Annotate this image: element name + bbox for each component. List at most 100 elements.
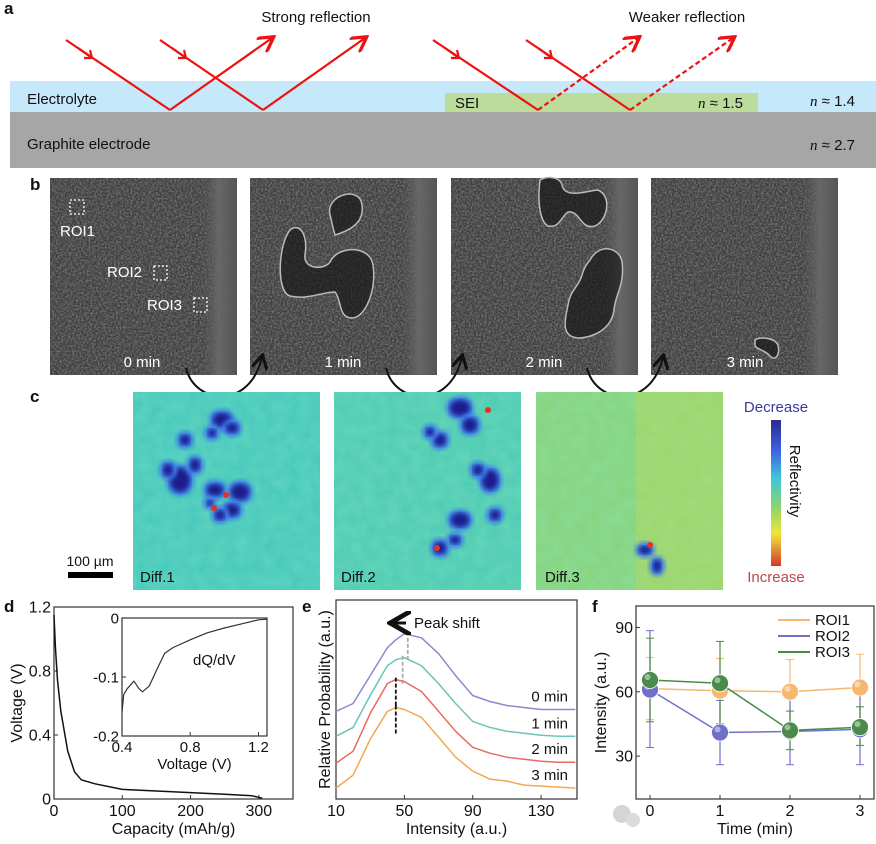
wechat-logo-icon	[626, 813, 640, 827]
diff3-label: Diff.3	[545, 569, 580, 586]
chart-e-intensity-distribution: 10 50 90 130 Intensity (a.u.) Relative Probab…	[317, 599, 578, 838]
reflectivity-decrease-spot	[180, 435, 190, 445]
reflectivity-decrease-spot	[215, 510, 225, 520]
reflectivity-decrease-spot	[231, 484, 249, 500]
reflectivity-decrease-spot	[207, 500, 213, 506]
x-tick-label: 100	[109, 803, 136, 820]
n-graphite-label: n ≈ 2.7	[810, 137, 855, 154]
x-tick-label: 0.4	[112, 739, 133, 756]
reflectivity-increase-spot	[223, 492, 229, 498]
x-tick-label: 50	[395, 803, 413, 820]
weak-reflected-ray	[537, 38, 638, 111]
data-point-highlight	[854, 721, 861, 728]
roi2-label: ROI2	[107, 264, 142, 281]
reflectivity-decrease-spot	[482, 470, 498, 490]
sei-label: SEI	[455, 95, 479, 112]
data-point-ROI1	[781, 682, 799, 701]
data-point-highlight	[784, 724, 791, 731]
reflectivity-increase-spot	[434, 545, 440, 551]
panel-label-e: e	[302, 597, 311, 616]
graphite-label: Graphite electrode	[27, 136, 150, 153]
weak-reflection-label: Weaker reflection	[629, 9, 745, 26]
panel-b-images	[50, 178, 838, 375]
reflectivity-decrease-spot	[639, 546, 651, 554]
data-point-highlight	[714, 677, 721, 684]
reflectivity-decrease-spot	[450, 400, 470, 416]
y-tick-label: 30	[615, 749, 633, 766]
legend-label-ROI1: ROI1	[815, 612, 850, 629]
time-label-1: 1 min	[325, 354, 362, 371]
y-tick-label: 90	[615, 620, 633, 637]
y-axis-label: Intensity (a.u.)	[593, 652, 610, 753]
data-point-ROI3	[711, 674, 729, 693]
data-point-ROI1	[851, 678, 869, 697]
diff1-label: Diff.1	[140, 569, 175, 586]
peak-shift-annotation: Peak shift	[414, 615, 481, 632]
dqdv-annotation: dQ/dV	[193, 652, 236, 669]
time-label-0: 0 min	[124, 354, 161, 371]
x-tick-label: 90	[464, 803, 482, 820]
reflectivity-decrease-spot	[653, 560, 661, 572]
wechat-logo-icon	[613, 805, 631, 823]
plot-frame	[335, 599, 578, 800]
x-tick-label: 130	[528, 803, 555, 820]
time-label-3: 3 min	[727, 354, 764, 371]
legend-label-ROI3: ROI3	[815, 644, 850, 661]
n-sei-label: n ≈ 1.5	[698, 95, 743, 112]
panel-label-d: d	[4, 597, 14, 616]
roi2-box	[153, 265, 168, 281]
voltage-curve	[53, 614, 263, 799]
plot-frame	[121, 617, 268, 737]
weak-reflected-ray	[629, 38, 733, 111]
direction-arrow-icon	[444, 47, 461, 60]
curve-label: 2 min	[531, 741, 568, 758]
roi1-label: ROI1	[60, 223, 95, 240]
y-tick-label: 0.4	[29, 728, 51, 745]
legend-label-ROI2: ROI2	[815, 628, 850, 645]
data-point-ROI3	[851, 718, 869, 737]
x-tick-label: 1	[716, 803, 725, 820]
x-tick-label: 0.8	[180, 739, 201, 756]
graphite-layer	[10, 112, 876, 168]
electrode-edge	[801, 178, 838, 375]
x-axis-label: Capacity (mAh/g)	[112, 821, 236, 838]
panel-label-c: c	[30, 387, 39, 406]
distribution-curve-3-min	[335, 706, 576, 789]
chart-d-inset-dqdv: 0.4 0.8 1.2 -0.2 -0.1 0 Voltage (V) dQ/dV	[93, 610, 269, 773]
reflectivity-decrease-spot	[434, 434, 446, 446]
sei-region-outline	[279, 226, 375, 319]
reflectivity-decrease-spot	[207, 484, 223, 496]
reflectivity-decrease-spot	[226, 423, 238, 433]
direction-arrow-icon	[537, 47, 554, 60]
colorbar-top-label: Decrease	[744, 399, 808, 416]
reflectivity-decrease-spot	[163, 464, 173, 476]
y-tick-label: 1.2	[29, 600, 51, 617]
roi1-box	[69, 199, 85, 215]
x-tick-label: 10	[327, 803, 345, 820]
curve-label: 3 min	[531, 767, 568, 784]
sei-region-outline	[564, 248, 624, 339]
reflectivity-decrease-spot	[450, 536, 460, 544]
dqdv-curve	[121, 618, 268, 713]
colorbar-bottom-label: Increase	[747, 569, 805, 586]
data-point-ROI3	[641, 671, 659, 689]
chart-f-roi-intensity: 0 1 2 3 30 60 90 Time (min) Intensity (a.u.) ROI1…	[593, 605, 875, 838]
data-point-highlight	[714, 726, 721, 733]
reflectivity-increase-spot	[485, 407, 491, 413]
distribution-curve-1-min	[335, 656, 576, 738]
direction-arrow-icon	[77, 47, 94, 60]
x-tick-label: 3	[856, 803, 865, 820]
data-point-highlight	[854, 681, 861, 688]
diff-map-texture	[536, 392, 723, 590]
reflectivity-decrease-spot	[451, 513, 469, 527]
x-axis-label: Time (min)	[717, 821, 793, 838]
sei-region-outline	[754, 337, 780, 359]
sei-layer	[445, 93, 758, 112]
panel-label-b: b	[30, 175, 40, 194]
data-point-highlight	[784, 685, 791, 692]
data-point-ROI3	[781, 721, 799, 740]
panel-label-a: a	[4, 0, 14, 18]
x-axis-label: Voltage (V)	[157, 756, 231, 773]
diff-map-shade	[636, 392, 723, 590]
